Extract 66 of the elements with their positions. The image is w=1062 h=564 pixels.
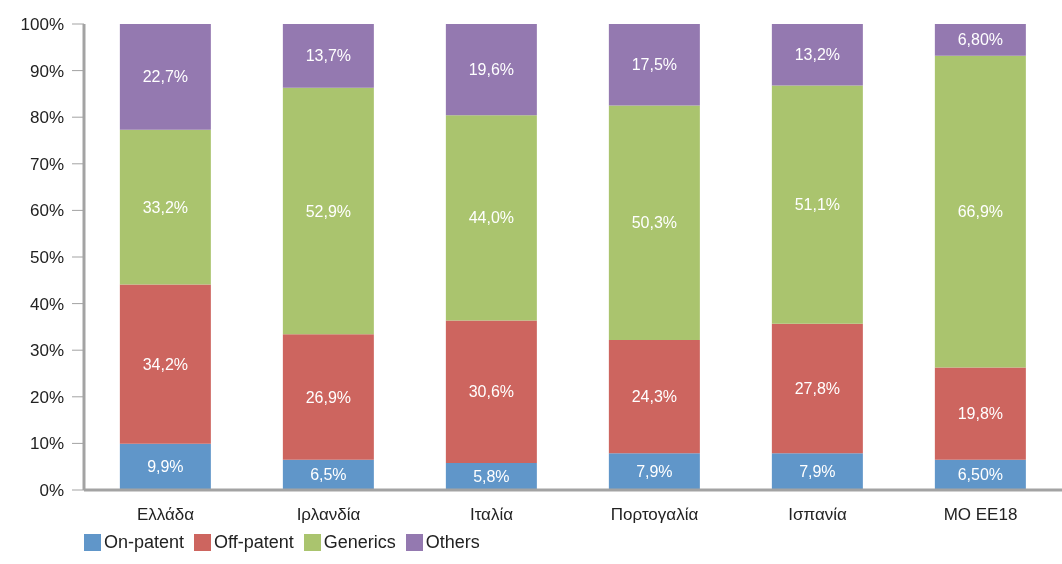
bar	[771, 85, 863, 324]
x-tick-label: Ιρλανδία	[296, 505, 361, 525]
legend-label: Generics	[323, 532, 396, 553]
data-label: 44,0%	[468, 209, 515, 227]
y-tick-label: 90%	[29, 61, 64, 81]
data-label: 52,9%	[305, 202, 352, 220]
data-label: 13,7%	[305, 47, 352, 65]
bar	[282, 87, 374, 335]
y-tick-label: 30%	[29, 341, 64, 361]
y-tick-label: 70%	[29, 154, 64, 174]
x-tick-label: Πορτογαλία	[610, 505, 699, 525]
bar	[608, 453, 700, 490]
data-label: 19,8%	[957, 405, 1004, 423]
data-label: 6,5%	[310, 466, 347, 484]
bar	[445, 320, 537, 463]
bar	[282, 334, 374, 460]
data-label: 24,3%	[631, 388, 678, 406]
y-tick-label: 50%	[29, 248, 64, 268]
bar	[445, 24, 537, 116]
y-tick-label: 20%	[29, 387, 64, 407]
x-tick-label: Ελλάδα	[136, 505, 195, 525]
data-label: 33,2%	[142, 198, 189, 216]
bar	[934, 367, 1026, 460]
y-tick-label: 0%	[39, 481, 64, 501]
bar	[445, 115, 537, 321]
data-label: 19,6%	[468, 61, 515, 79]
bar	[119, 443, 211, 490]
x-tick-label: Ισπανία	[788, 505, 847, 525]
legend-label: On-patent	[104, 532, 185, 553]
x-tick-label: ΜΟ ΕΕ18	[943, 505, 1018, 525]
data-label: 7,9%	[799, 463, 836, 481]
data-label: 22,7%	[142, 68, 189, 86]
bar	[934, 55, 1026, 368]
bar	[282, 24, 374, 88]
data-label: 7,9%	[636, 463, 673, 481]
bar	[119, 129, 211, 285]
bar	[119, 24, 211, 130]
data-label: 34,2%	[142, 355, 189, 373]
data-label: 26,9%	[305, 388, 352, 406]
bar	[771, 453, 863, 490]
bar	[771, 323, 863, 454]
data-label: 66,9%	[957, 203, 1004, 221]
y-tick-label: 80%	[29, 108, 64, 128]
y-tick-label: 60%	[29, 201, 64, 221]
legend-label: Off-patent	[214, 532, 294, 553]
data-label: 13,2%	[794, 46, 841, 64]
bar	[608, 24, 700, 106]
data-label: 50,3%	[631, 214, 678, 232]
data-label: 51,1%	[794, 196, 841, 214]
bar	[934, 24, 1026, 56]
data-label: 6,50%	[957, 466, 1004, 484]
legend-label: Others	[425, 532, 480, 553]
y-tick-label: 100%	[20, 15, 64, 35]
data-label: 27,8%	[794, 379, 841, 397]
bar	[771, 24, 863, 86]
y-tick-label: 40%	[29, 294, 64, 314]
data-label: 6,80%	[957, 31, 1004, 49]
y-tick-label: 10%	[29, 434, 64, 454]
bar	[119, 284, 211, 444]
data-label: 5,8%	[473, 467, 510, 485]
bar	[608, 339, 700, 454]
data-label: 17,5%	[631, 56, 678, 74]
data-label: 9,9%	[147, 458, 184, 476]
data-label: 30,6%	[468, 383, 515, 401]
bar	[608, 105, 700, 340]
x-tick-label: Ιταλία	[469, 505, 514, 525]
